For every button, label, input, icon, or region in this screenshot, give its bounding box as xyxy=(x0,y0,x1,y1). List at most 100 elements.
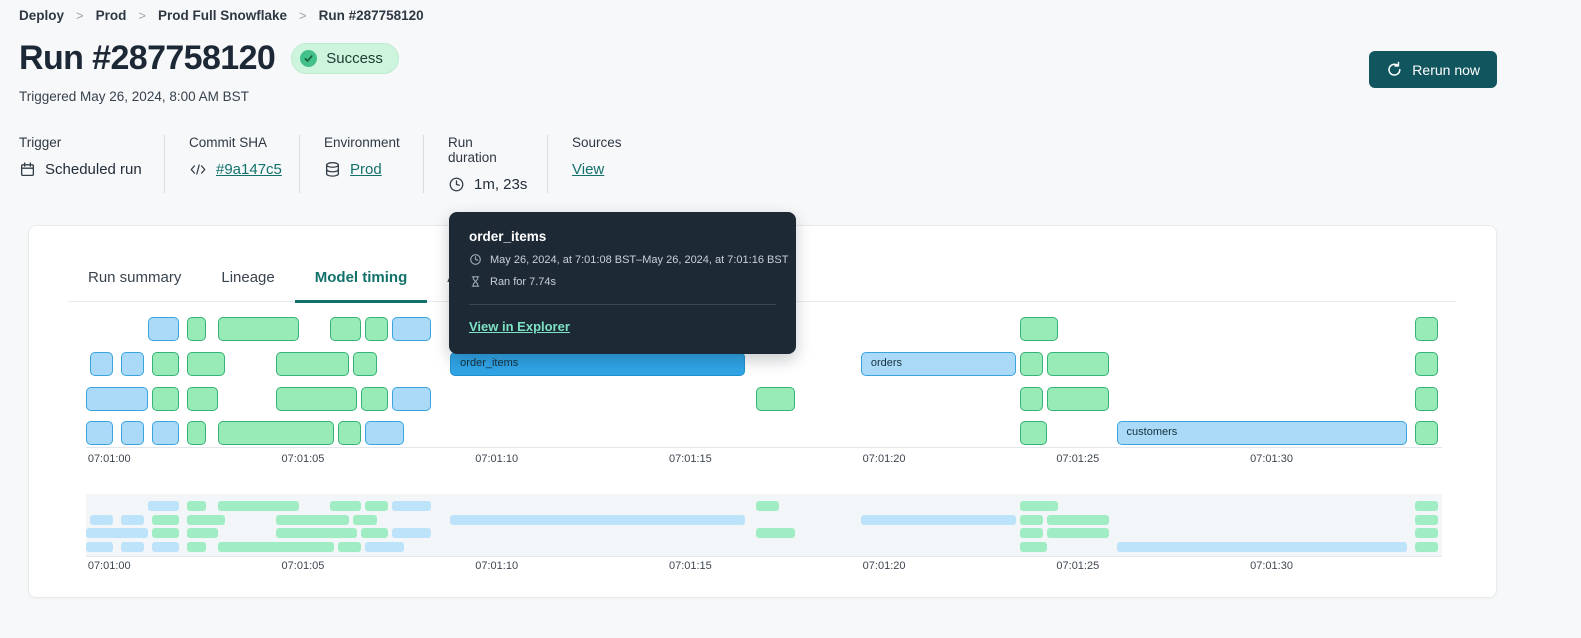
gantt-bar[interactable] xyxy=(330,317,362,341)
tab-lineage[interactable]: Lineage xyxy=(221,269,275,286)
view-in-explorer-link[interactable]: View in Explorer xyxy=(469,319,570,334)
gantt-bar[interactable] xyxy=(1414,351,1439,376)
gantt-bar[interactable] xyxy=(1019,386,1043,411)
gantt-bar[interactable] xyxy=(147,317,179,341)
model-tooltip: order_items May 26, 2024, at 7:01:08 BST… xyxy=(449,212,796,354)
gantt-bar[interactable] xyxy=(186,317,207,341)
gantt-bar[interactable] xyxy=(217,421,334,446)
meta-commit: Commit SHA #9a147c5 xyxy=(164,135,299,193)
overview-bar xyxy=(186,542,207,553)
gantt-bar[interactable] xyxy=(86,421,114,446)
meta-duration-label: Run duration xyxy=(448,135,497,165)
gantt-bar[interactable] xyxy=(361,386,389,411)
overview-bar xyxy=(450,514,745,525)
gantt-bar[interactable] xyxy=(1414,386,1439,411)
axis-tick-label: 07:01:10 xyxy=(475,560,519,572)
gantt-bar-orders[interactable]: orders xyxy=(860,351,1016,376)
axis-tick-label: 07:01:25 xyxy=(1056,453,1100,465)
calendar-icon xyxy=(20,162,35,177)
gantt-bar[interactable] xyxy=(1019,317,1059,341)
overview-bar xyxy=(186,501,207,511)
axis-tick-label: 07:01:25 xyxy=(1056,560,1100,572)
triggered-timestamp: Triggered May 26, 2024, 8:00 AM BST xyxy=(19,89,249,104)
gantt-bar[interactable] xyxy=(353,351,377,376)
status-label: Success xyxy=(326,49,383,67)
meta-duration-value: 1m, 23s xyxy=(474,176,528,193)
gantt-bar[interactable] xyxy=(756,386,795,411)
commit-sha-link[interactable]: #9a147c5 xyxy=(216,161,282,178)
gantt-bar[interactable] xyxy=(1019,421,1047,446)
gantt-bar[interactable] xyxy=(151,421,179,446)
chevron-right-icon: > xyxy=(298,8,307,23)
gantt-bar[interactable] xyxy=(1414,317,1439,341)
axis-tick-label: 07:01:15 xyxy=(668,453,712,465)
breadcrumb-deploy[interactable]: Deploy xyxy=(19,8,65,23)
overview-bar xyxy=(120,542,145,553)
gantt-bar[interactable] xyxy=(217,317,300,341)
gantt-bar[interactable] xyxy=(1019,351,1043,376)
run-detail-page: Deploy > Prod > Prod Full Snowflake > Ru… xyxy=(19,8,1497,598)
gantt-bar[interactable] xyxy=(1414,421,1439,446)
breadcrumb-run[interactable]: Run #287758120 xyxy=(318,8,424,23)
overview-bar xyxy=(275,528,358,539)
header-row: Run #287758120 Success xyxy=(19,36,1497,80)
chevron-right-icon: > xyxy=(138,8,146,23)
gantt-bar[interactable] xyxy=(186,386,218,411)
tooltip-divider xyxy=(469,304,776,305)
gantt-bar[interactable] xyxy=(89,351,114,376)
gantt-main: order_items orders customers xyxy=(86,314,1442,446)
gantt-main-axis: 07:01:00 07:01:05 07:01:10 07:01:15 07:01:20… xyxy=(86,447,1442,470)
axis-tick-label: 07:01:30 xyxy=(1250,560,1293,572)
gantt-bar[interactable] xyxy=(392,317,431,341)
overview-bar xyxy=(147,501,179,511)
meta-commit-label: Commit SHA xyxy=(189,135,268,150)
gantt-overview[interactable] xyxy=(86,494,1442,557)
gantt-bar-order_items[interactable]: order_items xyxy=(450,351,745,376)
gantt-bar[interactable] xyxy=(1046,351,1109,376)
axis-tick-label: 07:01:15 xyxy=(668,560,712,572)
axis-tick-label: 07:01:00 xyxy=(87,453,131,465)
rerun-now-button[interactable]: Rerun now xyxy=(1369,51,1497,88)
meta-environment: Environment Prod xyxy=(299,135,423,193)
overview-bar xyxy=(756,501,780,511)
tab-model-timing[interactable]: Model timing xyxy=(294,263,428,303)
overview-bar xyxy=(1019,514,1043,525)
gantt-bar[interactable] xyxy=(186,351,226,376)
gantt-bar[interactable] xyxy=(1046,386,1109,411)
breadcrumb-job[interactable]: Prod Full Snowflake xyxy=(157,8,287,23)
breadcrumb-prod[interactable]: Prod xyxy=(95,8,127,23)
environment-link[interactable]: Prod xyxy=(350,161,382,178)
axis-tick-label: 07:01:05 xyxy=(281,560,325,572)
gantt-bar[interactable] xyxy=(151,351,179,376)
axis-tick-label: 07:01:10 xyxy=(475,453,519,465)
gantt-bar-customers[interactable]: customers xyxy=(1116,421,1408,446)
gantt-bar[interactable] xyxy=(86,386,148,411)
gantt-bar[interactable] xyxy=(392,386,431,411)
overview-bar xyxy=(337,542,362,553)
meta-environment-label: Environment xyxy=(324,135,400,150)
gantt-bar[interactable] xyxy=(120,351,145,376)
overview-bar xyxy=(186,514,226,525)
gantt-bar[interactable] xyxy=(186,421,207,446)
gantt-overview-axis: 07:01:00 07:01:05 07:01:10 07:01:15 07:01:20… xyxy=(86,557,1442,574)
model-timing-chart: order_items orders customers 07:01:00 07:01… xyxy=(86,314,1442,574)
gantt-bar[interactable] xyxy=(364,421,404,446)
rerun-icon xyxy=(1388,61,1401,76)
breadcrumb: Deploy > Prod > Prod Full Snowflake > Ru… xyxy=(19,8,1497,23)
gantt-bar[interactable] xyxy=(151,386,179,411)
tab-run-summary[interactable]: Run summary xyxy=(88,269,182,286)
axis-tick-label: 07:01:00 xyxy=(87,560,131,572)
gantt-bar[interactable] xyxy=(120,421,145,446)
gantt-bar[interactable] xyxy=(337,421,362,446)
overview-bar xyxy=(1019,542,1047,553)
gantt-bar[interactable] xyxy=(364,317,389,341)
overview-bar xyxy=(186,528,218,539)
gantt-bar[interactable] xyxy=(275,351,350,376)
clock-icon xyxy=(449,177,464,192)
overview-bar xyxy=(275,514,350,525)
run-detail-card: Run summary Lineage Model timing Artifac… xyxy=(28,212,1497,598)
sources-view-link[interactable]: View xyxy=(572,161,605,178)
overview-bar xyxy=(392,528,431,539)
gantt-bar[interactable] xyxy=(275,386,358,411)
axis-tick-label: 07:01:30 xyxy=(1250,453,1293,465)
